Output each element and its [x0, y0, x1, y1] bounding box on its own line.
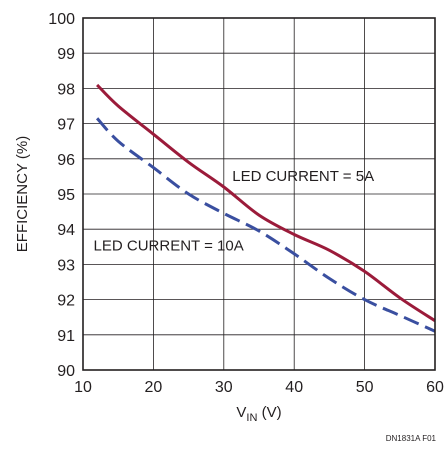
x-axis-label-unit: (V): [257, 404, 281, 421]
grid: [82, 17, 436, 371]
x-tick-label: 30: [215, 379, 233, 396]
x-tick-label: 60: [426, 379, 444, 396]
plot-frame: [82, 17, 436, 371]
y-axis-label: EFFICIENCY (%): [14, 136, 31, 252]
y-tick-label: 94: [57, 222, 75, 239]
y-tick-label: 95: [57, 187, 75, 204]
series-line-5a: [96, 83, 436, 322]
y-tick-label: 96: [57, 152, 75, 169]
y-tick-label: 92: [57, 293, 75, 310]
y-tick-label: 91: [57, 328, 75, 345]
x-tick-label: 20: [145, 379, 163, 396]
x-tick-labels: 10 20 30 40 50 60: [74, 379, 444, 396]
annotation-label: LED CURRENT = 10A: [94, 237, 244, 254]
series-line-10a: [95, 117, 436, 333]
figure-id: DN1831A F01: [386, 434, 437, 443]
y-tick-label: 100: [48, 11, 75, 28]
x-tick-label: 10: [74, 379, 92, 396]
x-axis-label-main: V: [236, 404, 246, 421]
y-tick-labels: 90 91 92 93 94 95 96 97 98 99 100: [48, 11, 75, 380]
series-group: [95, 83, 436, 333]
y-tick-label: 99: [57, 46, 75, 63]
x-tick-label: 50: [356, 379, 374, 396]
y-tick-label: 90: [57, 363, 75, 380]
x-axis-label: VIN (V): [236, 404, 281, 424]
annotation-label: LED CURRENT = 5A: [232, 168, 374, 185]
x-axis-label-subscript: IN: [246, 412, 257, 424]
y-tick-label: 98: [57, 81, 75, 98]
y-tick-label: 93: [57, 257, 75, 274]
annotations: LED CURRENT = 5A LED CURRENT = 10A: [94, 168, 375, 254]
y-tick-label: 97: [57, 117, 75, 134]
x-tick-label: 40: [285, 379, 303, 396]
